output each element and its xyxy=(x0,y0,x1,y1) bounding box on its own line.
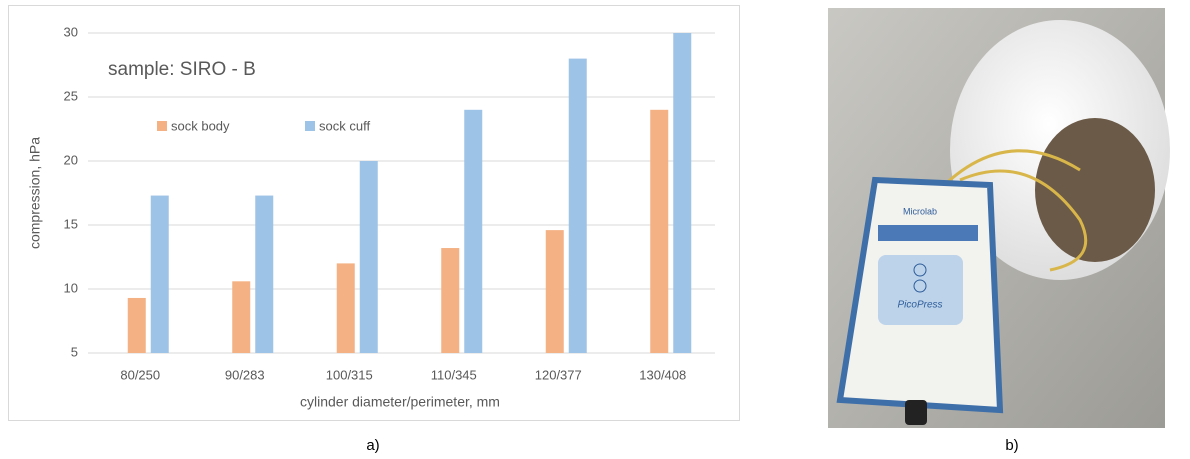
device-brand: Microlab xyxy=(903,206,937,216)
y-tick-label: 20 xyxy=(64,152,78,167)
y-tick-label: 25 xyxy=(64,88,78,103)
bar xyxy=(673,33,692,353)
device-model: PicoPress xyxy=(897,300,942,311)
x-tick-label: 100/315 xyxy=(326,367,373,382)
bar xyxy=(650,109,669,353)
x-tick-label: 120/377 xyxy=(535,367,582,382)
caption: a) xyxy=(366,437,379,454)
caption: b) xyxy=(1005,437,1018,454)
x-tick-label: 90/283 xyxy=(225,367,265,382)
legend-label: sock body xyxy=(171,118,230,133)
annotation: sample: SIRO - B xyxy=(108,59,256,80)
y-tick-label: 15 xyxy=(64,216,78,231)
legend-swatch xyxy=(157,121,167,131)
device-panel xyxy=(878,255,963,325)
photo: Microlab PicoPress xyxy=(828,8,1170,428)
x-tick-label: 80/250 xyxy=(120,367,160,382)
y-tick-label: 30 xyxy=(64,24,78,39)
y-tick-label: 5 xyxy=(71,344,78,359)
bar xyxy=(359,161,378,353)
bar xyxy=(127,297,146,353)
x-axis-label: cylinder diameter/perimeter, mm xyxy=(300,394,500,410)
bar xyxy=(568,58,587,353)
bar xyxy=(232,281,251,353)
legend-swatch xyxy=(305,121,315,131)
cylinder-end xyxy=(1035,118,1155,262)
bar xyxy=(150,195,169,353)
device-button xyxy=(913,263,927,277)
bar xyxy=(441,248,460,353)
bar xyxy=(336,263,355,353)
x-tick-label: 130/408 xyxy=(639,367,686,382)
y-tick-label: 10 xyxy=(64,280,78,295)
bar xyxy=(464,109,483,353)
device-button xyxy=(913,279,927,293)
legend-label: sock cuff xyxy=(319,118,370,133)
device-screen xyxy=(878,225,978,241)
y-axis-label: compression, hPa xyxy=(27,137,43,249)
device-connector xyxy=(905,400,927,425)
bar xyxy=(255,195,274,353)
x-tick-label: 110/345 xyxy=(431,367,477,382)
bar xyxy=(545,230,564,353)
